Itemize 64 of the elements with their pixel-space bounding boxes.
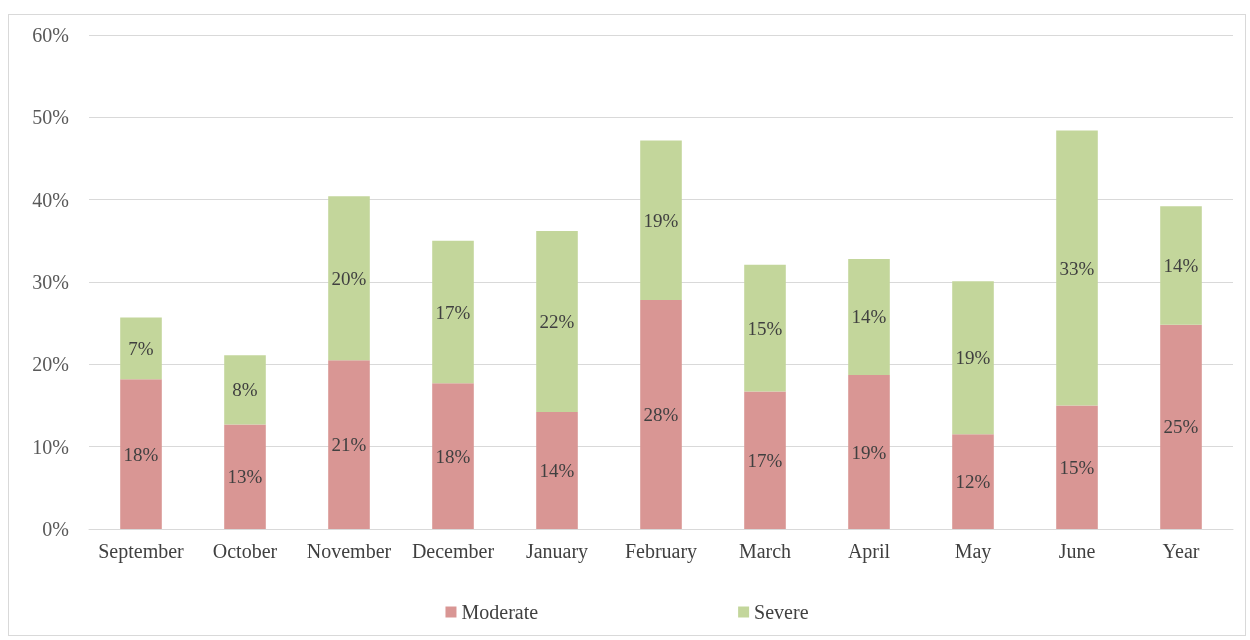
data-label: 15% xyxy=(1059,456,1095,478)
bar xyxy=(952,281,994,435)
bar xyxy=(744,391,786,529)
x-tick-label: February xyxy=(624,540,698,563)
bar xyxy=(328,196,370,361)
bar xyxy=(432,383,474,529)
y-tick-label: 40% xyxy=(32,188,69,211)
data-label: 12% xyxy=(955,471,991,493)
bar xyxy=(744,264,786,392)
bar xyxy=(328,360,370,529)
x-tick-label: May xyxy=(954,540,992,563)
y-tick-label: 10% xyxy=(32,435,69,458)
x-tick-label: June xyxy=(1058,540,1096,562)
legend-label: Moderate xyxy=(461,601,539,623)
y-tick-label: 60% xyxy=(32,24,69,46)
bar xyxy=(848,258,890,376)
data-label: 19% xyxy=(955,347,991,369)
data-label: 14% xyxy=(851,306,887,328)
x-tick-label: October xyxy=(212,540,278,562)
x-tick-label: September xyxy=(98,540,185,563)
bar xyxy=(640,140,682,301)
data-label: 17% xyxy=(435,301,471,323)
bar xyxy=(1160,206,1202,325)
data-label: 28% xyxy=(643,404,679,426)
x-tick-label: December xyxy=(411,540,495,562)
bar xyxy=(224,424,266,529)
data-label: 25% xyxy=(1163,416,1199,438)
bar xyxy=(952,434,994,529)
bar xyxy=(120,379,162,529)
bar xyxy=(1160,324,1202,529)
bar xyxy=(120,317,162,380)
data-label: 22% xyxy=(539,311,575,333)
data-label: 17% xyxy=(747,449,783,471)
bar xyxy=(432,240,474,384)
data-label: 7% xyxy=(128,337,154,359)
x-tick-label: April xyxy=(847,540,891,563)
data-label: 13% xyxy=(227,466,263,488)
data-label: 15% xyxy=(747,317,783,339)
bar xyxy=(640,300,682,529)
y-tick-label: 20% xyxy=(32,353,69,376)
x-tick-label: January xyxy=(525,540,589,563)
y-tick-label: 0% xyxy=(42,518,69,540)
data-label: 19% xyxy=(851,441,887,463)
data-label: 18% xyxy=(123,443,159,465)
bar xyxy=(1056,130,1098,406)
data-label: 18% xyxy=(435,445,471,467)
bar xyxy=(1056,405,1098,529)
y-tick-label: 50% xyxy=(32,106,69,129)
y-tick-label: 30% xyxy=(32,271,69,293)
x-tick-label: Year xyxy=(1162,540,1200,562)
bar xyxy=(848,375,890,529)
data-label: 21% xyxy=(331,434,367,456)
bar xyxy=(224,355,266,425)
bar xyxy=(536,412,578,529)
data-label: 20% xyxy=(331,267,367,289)
data-label: 33% xyxy=(1059,257,1095,279)
x-tick-label: March xyxy=(738,540,792,562)
data-label: 19% xyxy=(643,209,679,231)
legend-label: Severe xyxy=(754,601,809,623)
bar xyxy=(536,230,578,413)
data-label: 8% xyxy=(232,379,258,401)
data-label: 14% xyxy=(1163,255,1199,277)
data-label: 14% xyxy=(539,460,575,482)
x-tick-label: November xyxy=(306,540,392,562)
